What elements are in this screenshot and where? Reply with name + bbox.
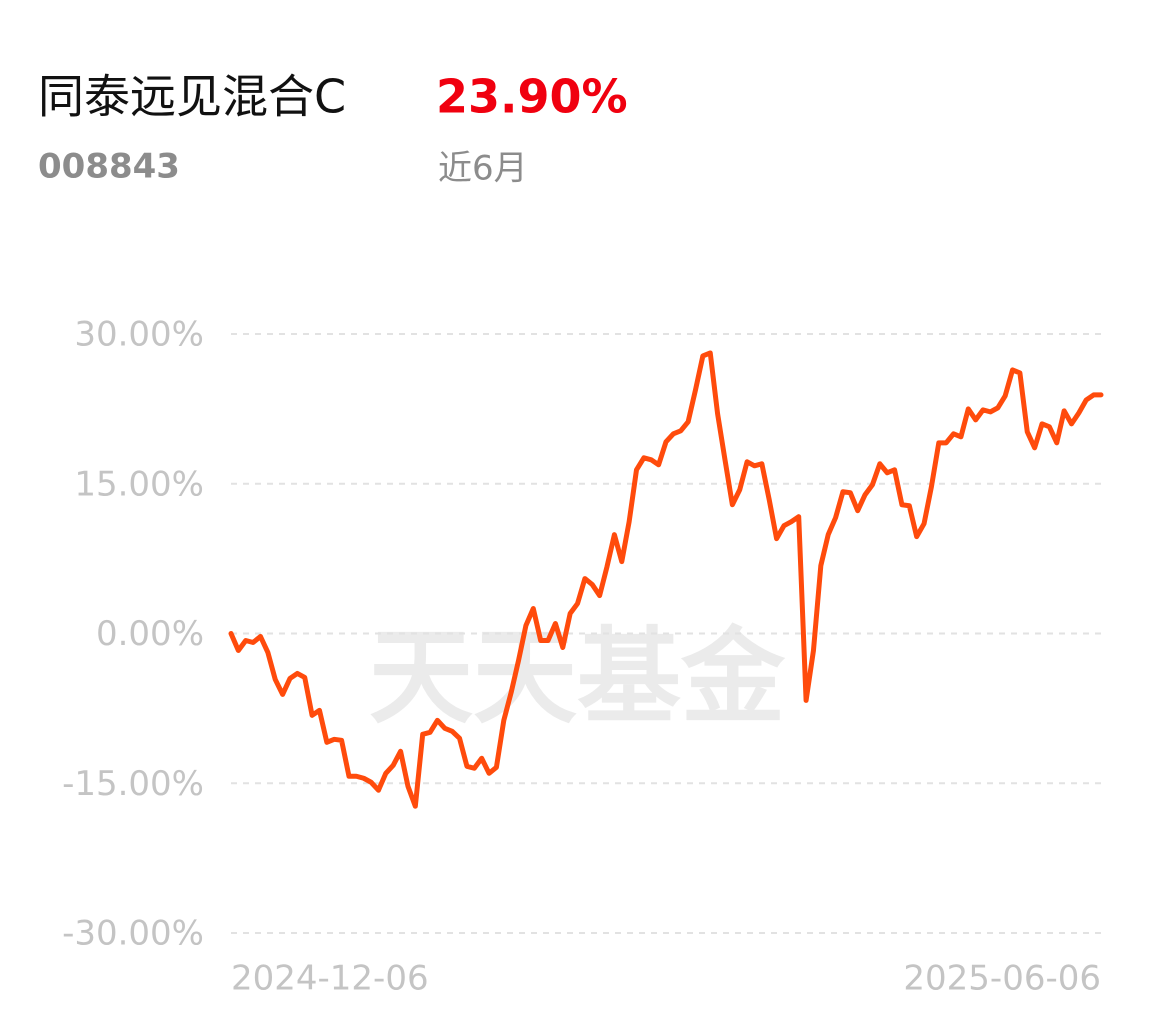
fund-code: 008843 (38, 147, 180, 187)
return-value: 23.90% (436, 70, 628, 124)
y-tick-label: -15.00% (62, 764, 204, 804)
fund-name: 同泰远见混合C (38, 70, 346, 124)
y-tick-label: 30.00% (74, 315, 204, 355)
x-tick-label: 2024-12-06 (231, 959, 429, 999)
x-tick-label: 2025-06-06 (903, 959, 1101, 999)
return-line (228, 350, 1104, 809)
period-label: 近6月 (438, 149, 528, 189)
y-tick-label: 0.00% (96, 614, 204, 654)
y-tick-label: 15.00% (74, 464, 204, 504)
watermark: 天天基金 (369, 615, 786, 738)
y-tick-label: -30.00% (62, 914, 204, 954)
